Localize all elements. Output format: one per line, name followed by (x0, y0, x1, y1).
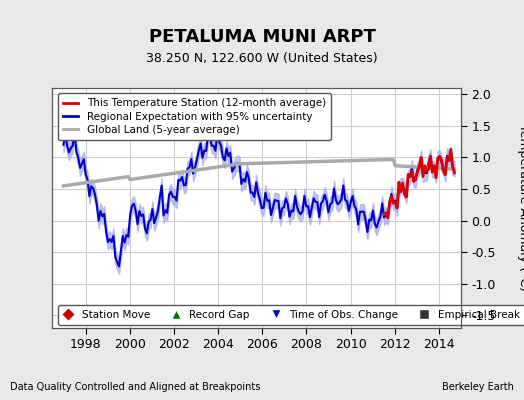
Y-axis label: Temperature Anomaly (°C): Temperature Anomaly (°C) (517, 124, 524, 292)
Text: PETALUMA MUNI ARPT: PETALUMA MUNI ARPT (149, 28, 375, 46)
Text: 38.250 N, 122.600 W (United States): 38.250 N, 122.600 W (United States) (146, 52, 378, 65)
Text: Data Quality Controlled and Aligned at Breakpoints: Data Quality Controlled and Aligned at B… (10, 382, 261, 392)
Text: Berkeley Earth: Berkeley Earth (442, 382, 514, 392)
Legend: Station Move, Record Gap, Time of Obs. Change, Empirical Break: Station Move, Record Gap, Time of Obs. C… (58, 305, 524, 325)
